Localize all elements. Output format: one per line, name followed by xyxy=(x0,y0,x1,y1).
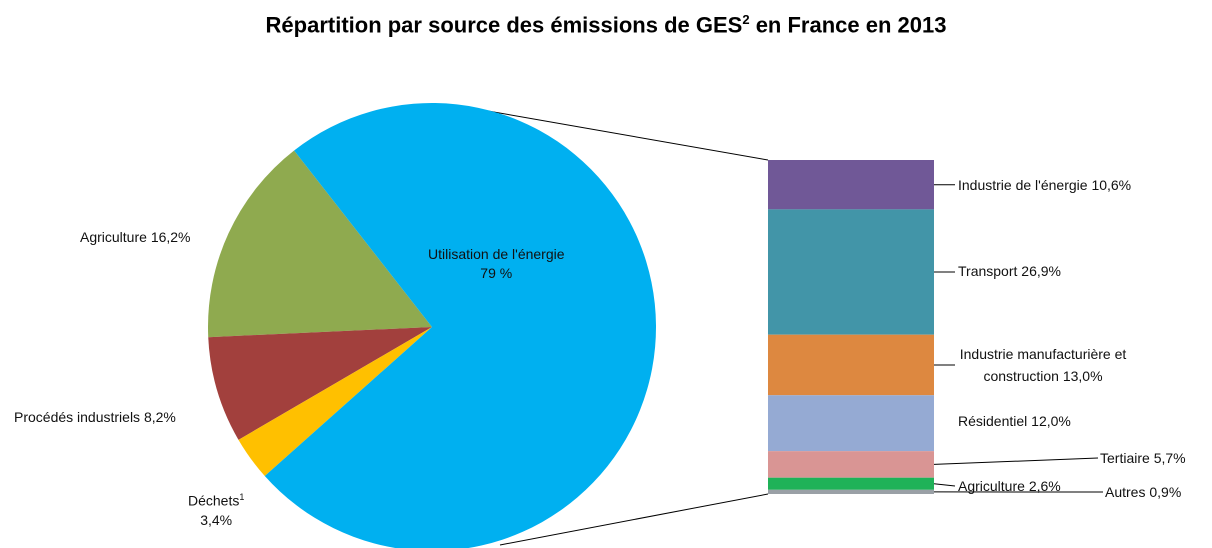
segment-value: 0,9% xyxy=(1149,484,1182,500)
chart-title: Répartition par source des émissions de … xyxy=(0,12,1212,38)
segment-value: 13,0% xyxy=(1062,368,1103,384)
segment-label: Industrie manufacturière et construction… xyxy=(945,343,1141,387)
connector xyxy=(499,493,769,546)
segment-label: Tertiaire 5,7% xyxy=(1100,449,1186,468)
segment-label: Agriculture 2,6% xyxy=(958,477,1061,496)
pie-slice xyxy=(238,327,432,477)
bar-segment xyxy=(768,334,934,396)
slice-value: 16,2% xyxy=(150,229,191,245)
segment-name: Transport xyxy=(958,263,1018,279)
footnote-mark: 1 xyxy=(239,492,245,502)
segment-label: Autres 0,9% xyxy=(1105,483,1181,502)
slice-value: 8,2% xyxy=(143,409,176,425)
segment-value: 10,6% xyxy=(1091,177,1132,193)
slice-label: Agriculture 16,2% xyxy=(80,228,191,247)
segment-name: Résidentiel xyxy=(958,413,1028,429)
slice-value: 3,4% xyxy=(200,511,233,528)
slice-name: Utilisation de l'énergie xyxy=(428,246,565,262)
segment-value: 26,9% xyxy=(1021,263,1061,279)
slice-name: Agriculture xyxy=(80,229,147,245)
segment-name: Industrie de l'énergie xyxy=(958,177,1088,193)
bar-segment xyxy=(768,451,934,478)
slice-value: 79 % xyxy=(480,265,513,281)
segment-name: Tertiaire xyxy=(1100,450,1150,466)
slice-label: Utilisation de l'énergie 79 % xyxy=(428,245,565,283)
bar-segment xyxy=(768,477,934,490)
pie-slice xyxy=(208,150,432,338)
segment-name: Industrie manufacturière et construction xyxy=(959,346,1127,384)
segment-value: 2,6% xyxy=(1028,478,1061,494)
segment-label: Industrie de l'énergie 10,6% xyxy=(958,176,1131,195)
segment-label: Transport 26,9% xyxy=(958,262,1061,281)
title-text: en France en 2013 xyxy=(749,12,947,38)
slice-name: Déchets xyxy=(188,492,240,509)
bar-segment xyxy=(768,160,934,210)
bar-segment xyxy=(768,489,934,494)
segment-value: 5,7% xyxy=(1153,450,1186,466)
leader-line xyxy=(933,457,1099,465)
connector xyxy=(487,110,769,161)
segment-name: Autres xyxy=(1105,484,1146,500)
slice-label: Procédés industriels 8,2% xyxy=(14,408,176,427)
segment-value: 12,0% xyxy=(1031,413,1071,429)
slice-name: Procédés industriels xyxy=(14,409,141,425)
segment-name: Agriculture xyxy=(958,478,1025,494)
slice-label: Déchets1 3,4% xyxy=(188,488,244,530)
title-sup: 2 xyxy=(742,12,750,27)
pie-slice xyxy=(208,327,432,440)
segment-label: Résidentiel 12,0% xyxy=(958,412,1071,431)
pie-slice xyxy=(264,103,656,548)
bar-segment xyxy=(768,395,934,452)
title-text: Répartition par source des émissions de … xyxy=(265,12,743,38)
leader-line xyxy=(933,483,956,487)
bar-segment xyxy=(768,209,934,335)
